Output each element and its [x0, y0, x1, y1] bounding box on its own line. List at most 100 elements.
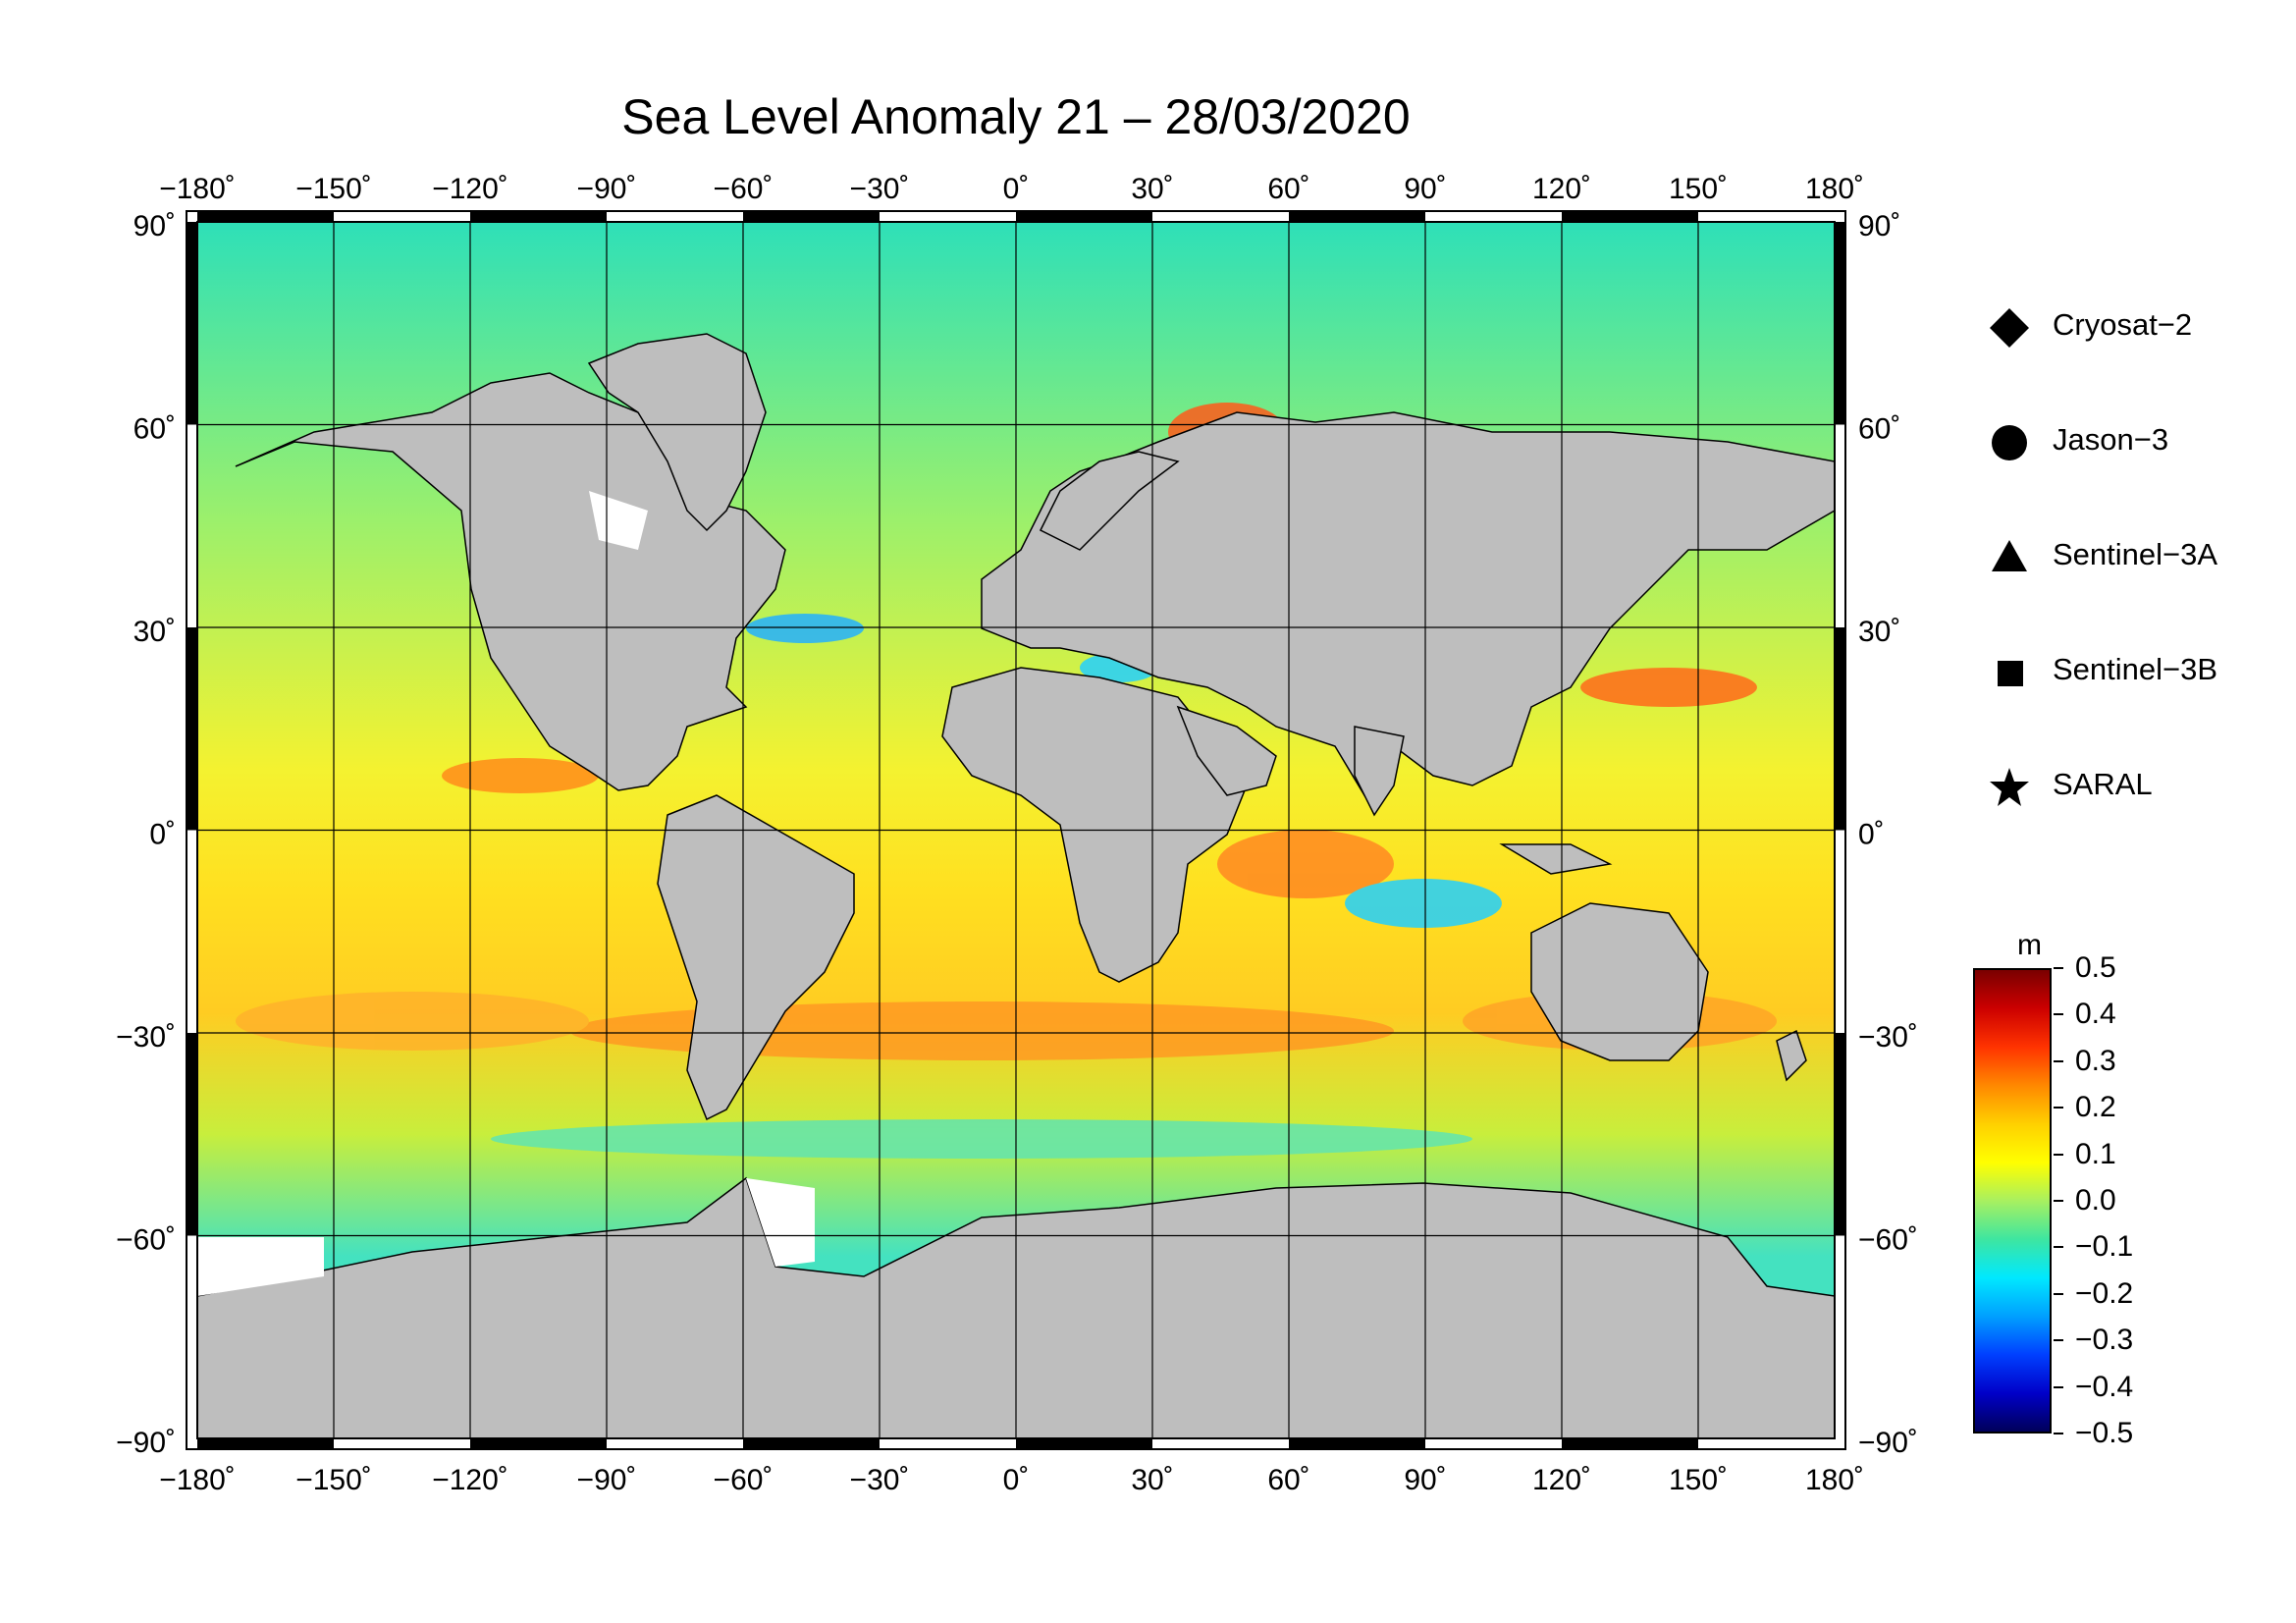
border-bar-bottom	[1289, 1438, 1425, 1449]
colorbar-tick-label: −0.4	[2075, 1370, 2134, 1403]
lon-tick-label-top: −60˚	[714, 173, 774, 205]
lon-tick-label-bottom: −90˚	[577, 1464, 637, 1496]
ross-ice	[197, 1237, 324, 1296]
colorbar-unit: m	[2017, 929, 2042, 961]
legend-item: Sentinel−3B	[1988, 639, 2292, 754]
lon-tick-label-top: −180˚	[159, 173, 236, 205]
lon-tick-label-bottom: 30˚	[1131, 1464, 1173, 1496]
colorbar-tick-label: −0.1	[2075, 1230, 2134, 1264]
colorbar-tick-label: 0.4	[2075, 998, 2116, 1031]
border-bar-bottom	[470, 1438, 607, 1449]
lat-tick-label-right: −90˚	[1858, 1427, 1918, 1459]
colorbar-tick-mark	[2054, 1013, 2063, 1016]
lat-tick-label-right: −30˚	[1858, 1021, 1918, 1054]
colorbar-tick-mark	[2054, 1292, 2063, 1295]
border-bar-right	[1835, 222, 1845, 425]
colorbar-tick-mark	[2054, 1107, 2063, 1109]
diamond-icon	[1990, 308, 2029, 348]
lon-tick-label-bottom: −120˚	[432, 1464, 508, 1496]
greenland	[587, 333, 767, 532]
border-bar-left	[187, 1033, 197, 1236]
border-bar-top	[1016, 211, 1152, 222]
colorbar-ticks: 0.5 0.4 0.3 0.2 0.1 0.0 −0.1 −0.2 −0.3 −0.4 −0.5	[2054, 953, 2181, 1448]
lon-tick-label-bottom: 90˚	[1404, 1464, 1446, 1496]
border-bar-right	[1835, 627, 1845, 831]
new-zealand	[1776, 1029, 1807, 1082]
lat-tick-label-right: −60˚	[1858, 1224, 1918, 1257]
legend-item: SARAL	[1988, 754, 2292, 869]
border-bar-bottom	[1016, 1438, 1152, 1449]
legend-label: Sentinel−3B	[2053, 652, 2218, 686]
lon-tick-label-top: 120˚	[1532, 173, 1591, 205]
india	[1354, 726, 1405, 817]
colorbar: m 0.5 0.4 0.3 0.2 0.1 0.0 −0.1 −0.2 −0.3 −0.4 −0.5	[1973, 929, 2150, 1448]
border-bar-top	[470, 211, 607, 222]
eurasia	[981, 411, 1835, 797]
border-bar-bottom	[197, 1438, 334, 1449]
border-bar-bottom	[1562, 1438, 1698, 1449]
scandinavia	[1039, 451, 1180, 551]
lon-tick-label-bottom: −30˚	[850, 1464, 910, 1496]
map-frame	[186, 210, 1846, 1450]
lon-tick-label-top: −90˚	[577, 173, 637, 205]
legend-item: Jason−3	[1988, 409, 2292, 524]
legend-item: Sentinel−3A	[1988, 524, 2292, 639]
south-america	[657, 794, 855, 1121]
border-bar-top	[1562, 211, 1698, 222]
colorbar-tick-label: −0.5	[2075, 1417, 2134, 1449]
lat-tick-label-left: −90˚	[116, 1427, 176, 1459]
colorbar-tick-label: 0.3	[2075, 1044, 2116, 1077]
border-bar-left	[187, 222, 197, 425]
lat-tick-label-left: 90˚	[133, 210, 176, 243]
arabia	[1176, 705, 1277, 796]
satellite-legend: Cryosat−2 Jason−3 Sentinel−3A Sentinel−3…	[1988, 295, 2292, 869]
lat-tick-label-left: 30˚	[133, 616, 176, 648]
colorbar-tick-label: 0.1	[2075, 1137, 2116, 1170]
legend-label: Sentinel−3A	[2053, 537, 2218, 571]
legend-item: Cryosat−2	[1988, 295, 2292, 409]
colorbar-tick-mark	[2054, 1200, 2063, 1202]
indonesia	[1499, 843, 1613, 875]
lat-tick-label-right: 30˚	[1858, 616, 1900, 648]
australia	[1530, 902, 1709, 1061]
lat-tick-label-left: 60˚	[133, 413, 176, 446]
colorbar-tick-label: 0.5	[2075, 951, 2116, 984]
square-icon	[1998, 661, 2023, 686]
ice-regions	[197, 491, 815, 1296]
colorbar-tick-label: −0.3	[2075, 1324, 2134, 1357]
circle-icon	[1992, 425, 2027, 460]
lon-tick-label-top: −150˚	[295, 173, 372, 205]
colorbar-tick-mark	[2054, 1153, 2063, 1156]
africa	[941, 667, 1248, 983]
inner-border	[196, 221, 1836, 1439]
legend-label: Cryosat−2	[2053, 307, 2193, 342]
lon-tick-label-top: 60˚	[1267, 173, 1309, 205]
border-bar-top	[197, 211, 334, 222]
border-bar-left	[187, 627, 197, 831]
lon-tick-label-bottom: 0˚	[1003, 1464, 1030, 1496]
lon-tick-label-bottom: 180˚	[1805, 1464, 1864, 1496]
star-icon	[1990, 768, 2029, 806]
colorbar-tick-label: 0.0	[2075, 1184, 2116, 1217]
border-bar-right	[1835, 1033, 1845, 1236]
lon-tick-label-bottom: 60˚	[1267, 1464, 1309, 1496]
lon-tick-label-top: 150˚	[1669, 173, 1728, 205]
lon-tick-label-bottom: 150˚	[1669, 1464, 1728, 1496]
outer-border	[186, 210, 1846, 1450]
legend-label: Jason−3	[2053, 422, 2169, 457]
lon-tick-label-bottom: 120˚	[1532, 1464, 1591, 1496]
lon-tick-label-top: 90˚	[1404, 173, 1446, 205]
border-bar-top	[743, 211, 880, 222]
colorbar-gradient	[1973, 968, 2052, 1434]
lon-tick-label-top: −30˚	[850, 173, 910, 205]
colorbar-tick-mark	[2054, 1246, 2063, 1249]
colorbar-tick-label: 0.2	[2075, 1091, 2116, 1124]
lon-tick-label-top: 180˚	[1805, 173, 1864, 205]
lon-tick-label-bottom: −150˚	[295, 1464, 372, 1496]
border-bar-bottom	[743, 1438, 880, 1449]
lat-tick-label-left: −60˚	[116, 1224, 176, 1257]
lat-tick-label-right: 0˚	[1858, 819, 1885, 851]
lat-tick-label-right: 60˚	[1858, 413, 1900, 446]
lon-tick-label-bottom: −180˚	[159, 1464, 236, 1496]
